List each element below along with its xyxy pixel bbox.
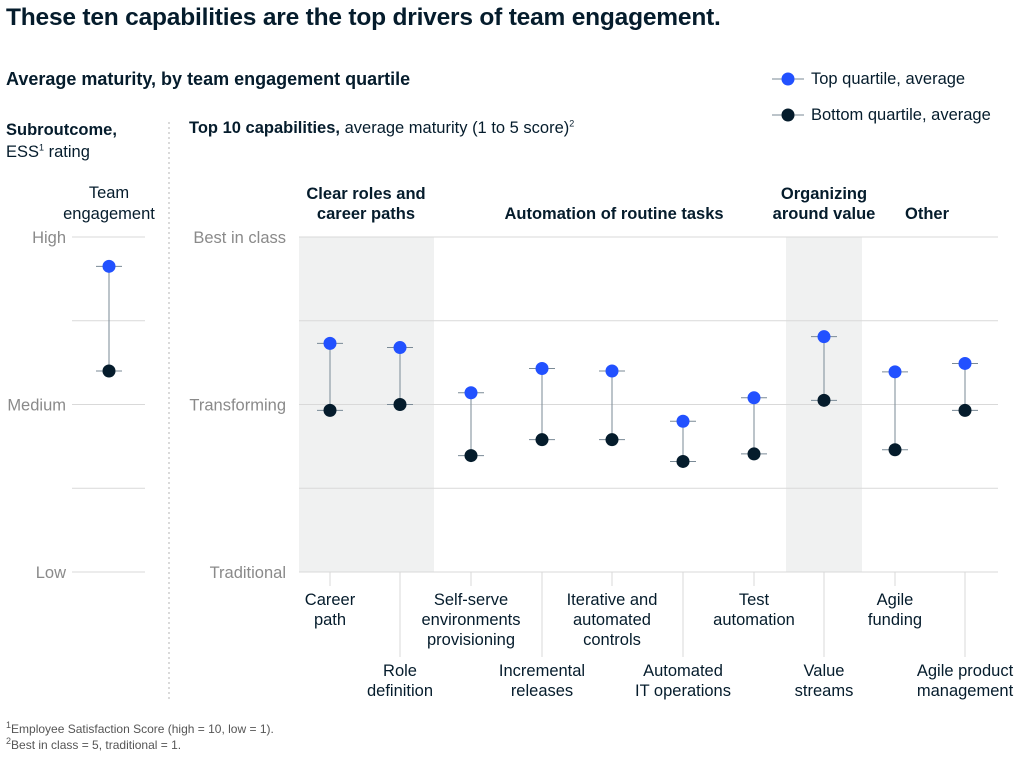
- group-header-label: Clear roles and: [306, 185, 425, 203]
- bottom-quartile-point: [605, 433, 619, 447]
- category-label: Automated: [643, 662, 723, 680]
- top-quartile-point: [464, 386, 478, 400]
- footnote-1-text: Employee Satisfaction Score (high = 10, …: [11, 722, 274, 736]
- y-tick-label: Traditional: [210, 564, 286, 582]
- bottom-quartile-point: [535, 433, 549, 447]
- legend-bottom-quartile-marker: [781, 108, 795, 122]
- right-panel-footnote-marker: 2: [569, 118, 575, 129]
- top-quartile-point: [605, 364, 619, 378]
- left-panel-header: Subroutcome, ESS1 rating: [6, 119, 117, 163]
- bottom-quartile-point: [323, 403, 337, 417]
- bottom-quartile-point: [747, 447, 761, 461]
- category-label: Career: [305, 591, 356, 609]
- category-label: releases: [511, 682, 573, 700]
- category-label: Value: [804, 662, 845, 680]
- footnote-2-marker: 2: [6, 736, 12, 746]
- footnote-1-marker: 1: [6, 720, 12, 730]
- category-label: management: [917, 682, 1014, 700]
- category-label: Incremental: [499, 662, 585, 680]
- chart-title: These ten capabilities are the top drive…: [6, 4, 721, 31]
- bottom-quartile-point: [102, 364, 116, 378]
- group-header-label: Organizing: [781, 185, 867, 203]
- footnote-2: 2Best in class = 5, traditional = 1.: [6, 736, 182, 753]
- group-header-label: around value: [773, 205, 876, 223]
- y-tick-label: Transforming: [189, 397, 286, 415]
- left-panel-header-bold: Subroutcome,: [6, 121, 117, 139]
- category-label: definition: [367, 682, 433, 700]
- category-label: Test: [739, 591, 770, 609]
- category-label: path: [314, 611, 346, 629]
- right-panel-header-bold: Top 10 capabilities,: [189, 119, 340, 137]
- bottom-quartile-point: [888, 443, 902, 457]
- left-y-tick-label: High: [32, 229, 66, 247]
- category-label: environments: [421, 611, 520, 629]
- bottom-quartile-point: [464, 449, 478, 463]
- ess-label: ESS: [6, 143, 40, 161]
- top-quartile-point: [958, 356, 972, 370]
- left-y-tick-label: Low: [36, 564, 66, 582]
- category-label: Iterative and: [567, 591, 658, 609]
- left-column-title: engagement: [63, 205, 155, 223]
- left-column-title: Team: [89, 184, 129, 202]
- bottom-quartile-point: [393, 398, 407, 411]
- group-header-label: Automation of routine tasks: [504, 205, 723, 223]
- right-panel-header-rest: average maturity (1 to 5 score): [344, 119, 570, 137]
- legend-top-quartile-label: Top quartile, average: [811, 70, 966, 88]
- legend-top-quartile-marker: [781, 72, 795, 86]
- left-panel-header-rest: rating: [48, 143, 90, 161]
- top-quartile-point: [102, 259, 116, 273]
- category-label: controls: [583, 631, 641, 649]
- group-header-label: career paths: [317, 205, 415, 223]
- bottom-quartile-point: [676, 454, 690, 468]
- category-label: provisioning: [427, 631, 515, 649]
- ess-footnote-marker: 1: [39, 142, 45, 153]
- category-label: automated: [573, 611, 651, 629]
- group-header-label: Other: [905, 205, 950, 223]
- top-quartile-point: [535, 361, 549, 375]
- top-quartile-point: [393, 341, 407, 355]
- category-label: streams: [795, 682, 854, 700]
- category-label: Role: [383, 662, 417, 680]
- chart-subtitle: Average maturity, by team engagement qua…: [6, 69, 411, 89]
- category-label: automation: [713, 611, 795, 629]
- y-tick-label: Best in class: [193, 229, 286, 247]
- category-label: funding: [868, 611, 922, 629]
- footnote-2-text: Best in class = 5, traditional = 1.: [11, 738, 182, 752]
- category-label: IT operations: [635, 682, 731, 700]
- legend-bottom-quartile-label: Bottom quartile, average: [811, 106, 991, 124]
- top-quartile-point: [888, 365, 902, 379]
- left-y-tick-label: Medium: [7, 397, 66, 415]
- footnote-1: 1Employee Satisfaction Score (high = 10,…: [6, 720, 274, 737]
- category-label: Agile product: [917, 662, 1014, 680]
- top-quartile-point: [676, 414, 690, 428]
- legend-markers: [772, 72, 804, 122]
- top-quartile-point: [323, 336, 337, 350]
- bottom-quartile-point: [958, 403, 972, 417]
- category-label: Agile: [877, 591, 914, 609]
- category-label: Self-serve: [434, 591, 508, 609]
- top-quartile-point: [747, 391, 761, 405]
- bottom-quartile-point: [817, 393, 831, 407]
- top-quartile-point: [817, 330, 831, 344]
- right-panel-header: Top 10 capabilities, average maturity (1…: [189, 119, 574, 138]
